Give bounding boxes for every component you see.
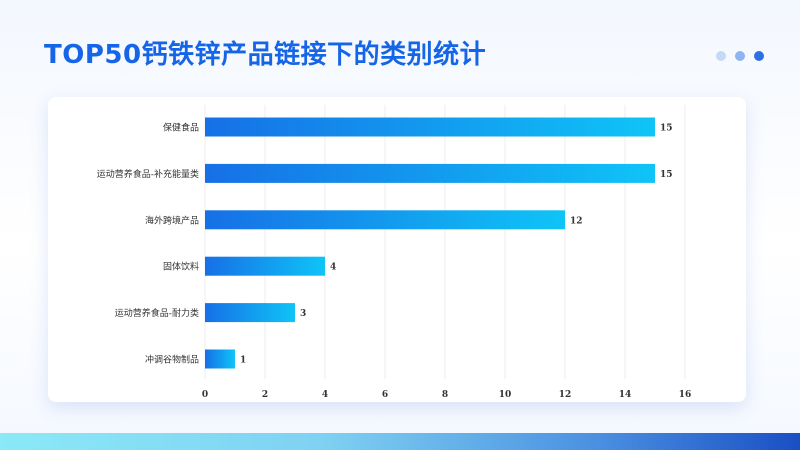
x-tick-label: 2 (262, 390, 268, 400)
indicator-dots (716, 51, 764, 61)
category-label: 运动营养食品-补充能量类 (97, 168, 199, 180)
category-label: 冲调谷物制品 (145, 354, 199, 366)
bar-5 (205, 349, 235, 369)
grid-lines (204, 105, 686, 379)
category-label: 海外跨境产品 (145, 214, 199, 226)
bar-0 (205, 117, 655, 137)
category-label: 固体饮料 (163, 261, 199, 273)
bar-4 (205, 303, 295, 323)
category-label: 保健食品 (163, 122, 199, 134)
x-tick-label: 10 (499, 390, 512, 400)
bar-1 (205, 163, 655, 183)
x-tick-label: 0 (202, 390, 208, 400)
x-tick-label: 8 (442, 390, 448, 400)
indicator-dot-1 (716, 51, 726, 61)
value-label: 3 (300, 309, 306, 319)
bars (205, 117, 655, 369)
x-tick-label: 12 (559, 390, 572, 400)
value-label: 1 (240, 356, 246, 366)
value-label: 4 (330, 263, 336, 273)
value-label: 15 (660, 170, 673, 180)
x-tick-label: 4 (322, 390, 328, 400)
bar-3 (205, 256, 325, 276)
indicator-dot-3 (754, 51, 764, 61)
page-title: TOP50钙铁锌产品链接下的类别统计 (44, 40, 487, 70)
bar-2 (205, 210, 565, 230)
category-label: 运动营养食品-耐力类 (115, 307, 199, 319)
footer-accent-bar (0, 433, 800, 450)
x-tick-label: 6 (382, 390, 388, 400)
chart-card: 0 2 4 6 8 10 12 14 16 保健食品 15 运动营养食品-补充能量类 15 海外跨境产品 1… (48, 97, 746, 402)
value-label: 15 (660, 124, 673, 134)
x-tick-label: 14 (619, 390, 632, 400)
indicator-dot-2 (735, 51, 745, 61)
x-tick-label: 16 (679, 390, 692, 400)
value-label: 12 (570, 216, 583, 226)
